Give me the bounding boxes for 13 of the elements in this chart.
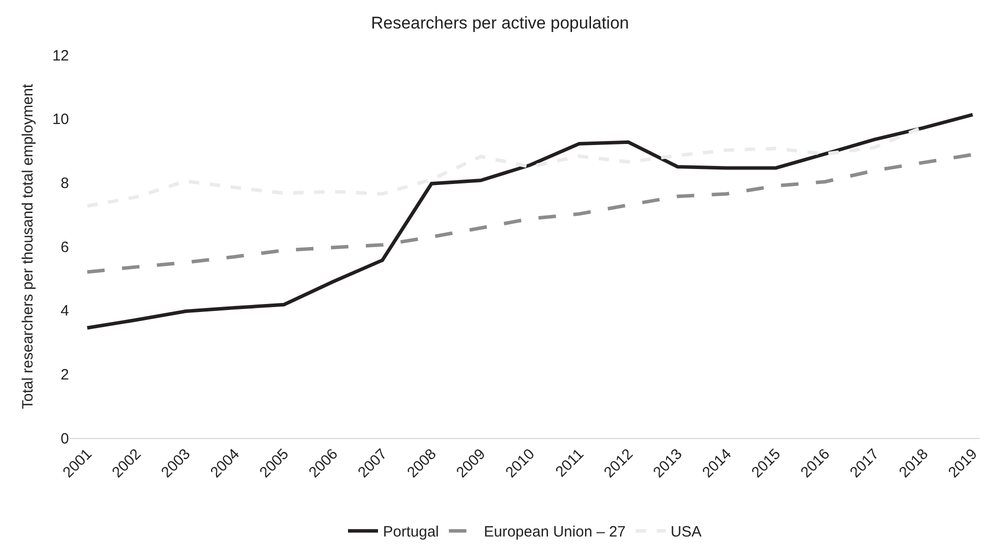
y-tick-label: 6 [60, 238, 69, 256]
y-tick-label: 4 [60, 302, 69, 320]
y-axis-title: Total researchers per thousand total employment [20, 83, 37, 410]
legend-label: USA [670, 524, 702, 541]
y-tick-label: 10 [52, 111, 69, 128]
line-series [85, 112, 974, 330]
legend-label: Portugal [383, 524, 439, 541]
y-tick-label: 2 [60, 366, 69, 384]
y-tick-label: 12 [52, 47, 69, 64]
legend-label: European Union – 27 [484, 524, 626, 541]
chart-title: Researchers per active population [371, 14, 629, 33]
y-tick-label: 0 [60, 430, 69, 448]
y-tick-label: 8 [60, 174, 69, 192]
